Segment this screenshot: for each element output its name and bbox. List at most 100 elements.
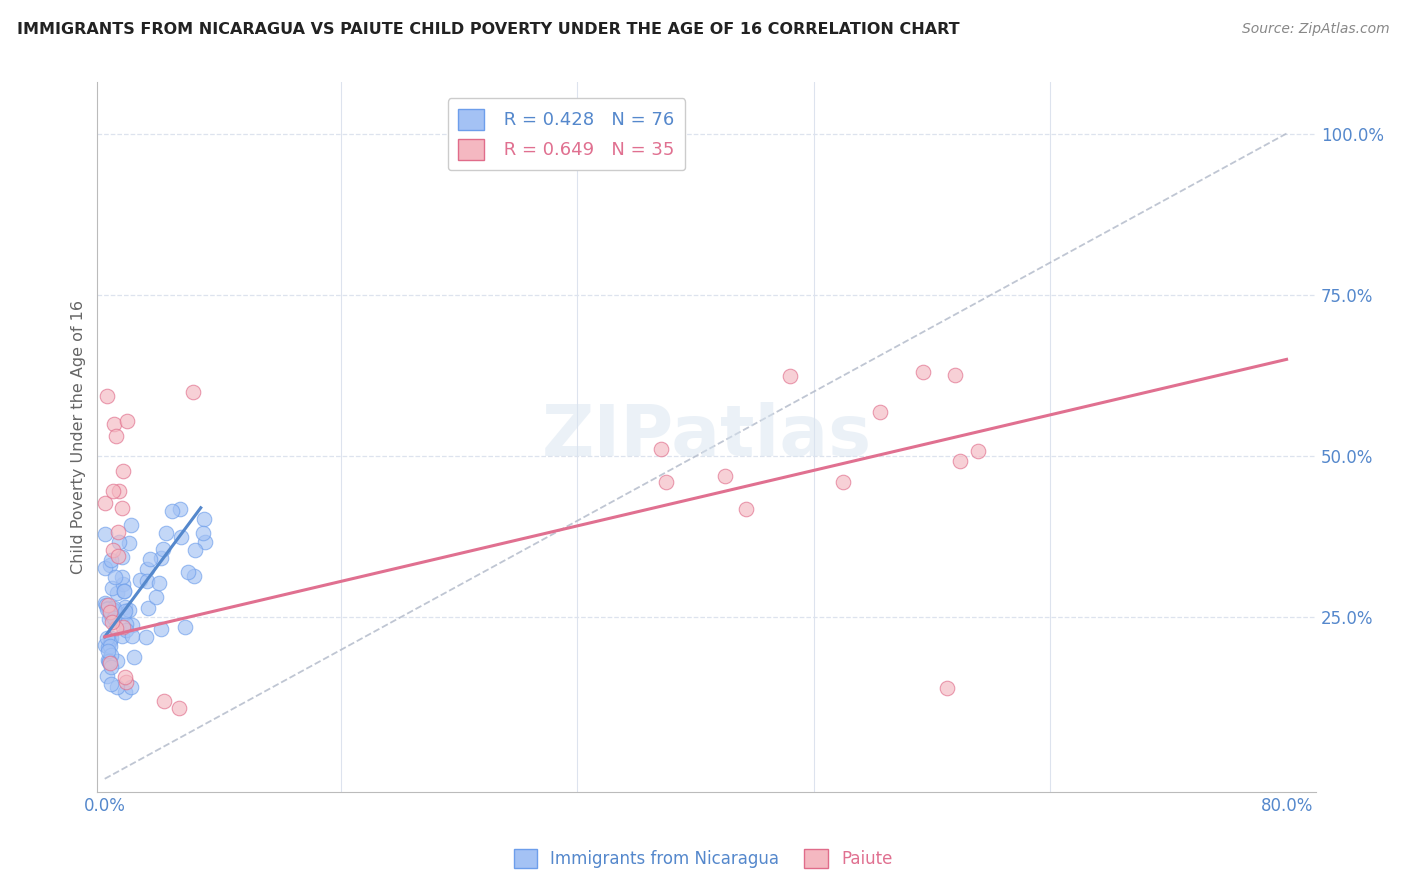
Point	[100, 615, 122, 630]
Point	[104, 570, 127, 584]
Point	[120, 681, 142, 695]
Point	[779, 369, 801, 384]
Point	[112, 607, 135, 621]
Point	[935, 681, 957, 696]
Text: Source: ZipAtlas.com: Source: ZipAtlas.com	[1241, 22, 1389, 37]
Point	[148, 575, 170, 590]
Point	[94, 526, 117, 541]
Point	[149, 622, 172, 636]
Point	[98, 655, 121, 669]
Point	[869, 405, 891, 419]
Point	[136, 600, 159, 615]
Point	[101, 581, 124, 595]
Point	[96, 389, 118, 403]
Point	[734, 502, 756, 516]
Point	[107, 680, 129, 694]
Point	[108, 534, 131, 549]
Point	[114, 670, 136, 684]
Point	[101, 602, 124, 616]
Point	[153, 694, 176, 708]
Point	[129, 574, 152, 588]
Point	[100, 648, 122, 662]
Point	[97, 643, 120, 657]
Point	[114, 617, 136, 632]
Point	[714, 468, 737, 483]
Point	[94, 596, 117, 610]
Point	[100, 552, 122, 566]
Point	[105, 585, 128, 599]
Point	[121, 618, 143, 632]
Point	[98, 656, 121, 670]
Point	[155, 526, 177, 541]
Point	[98, 558, 121, 573]
Legend: Immigrants from Nicaragua, Paiute: Immigrants from Nicaragua, Paiute	[508, 842, 898, 875]
Point	[115, 623, 138, 637]
Point	[104, 428, 127, 442]
Point	[135, 630, 157, 644]
Point	[112, 584, 135, 599]
Point	[97, 640, 120, 654]
Point	[193, 511, 215, 525]
Point	[98, 605, 121, 619]
Point	[111, 501, 134, 516]
Point	[655, 475, 678, 489]
Point	[114, 604, 136, 618]
Point	[174, 619, 197, 633]
Point	[98, 633, 121, 648]
Text: ZIPatlas: ZIPatlas	[541, 402, 872, 471]
Point	[169, 502, 191, 516]
Point	[105, 621, 128, 635]
Point	[118, 535, 141, 549]
Text: IMMIGRANTS FROM NICARAGUA VS PAIUTE CHILD POVERTY UNDER THE AGE OF 16 CORRELATIO: IMMIGRANTS FROM NICARAGUA VS PAIUTE CHIL…	[17, 22, 959, 37]
Point	[139, 552, 162, 566]
Point	[120, 518, 142, 533]
Point	[96, 631, 118, 645]
Point	[112, 583, 135, 598]
Point	[911, 365, 934, 379]
Point	[111, 629, 134, 643]
Point	[121, 629, 143, 643]
Point	[966, 444, 988, 458]
Point	[103, 610, 125, 624]
Point	[118, 603, 141, 617]
Point	[160, 504, 183, 518]
Point	[194, 535, 217, 549]
Point	[97, 601, 120, 615]
Point	[103, 603, 125, 617]
Point	[100, 677, 122, 691]
Point	[101, 484, 124, 499]
Y-axis label: Child Poverty Under the Age of 16: Child Poverty Under the Age of 16	[72, 300, 86, 574]
Point	[107, 549, 129, 564]
Point	[107, 525, 129, 540]
Point	[115, 414, 138, 428]
Point	[96, 669, 118, 683]
Point	[94, 496, 117, 510]
Point	[98, 654, 121, 668]
Point	[111, 577, 134, 591]
Point	[105, 654, 128, 668]
Point	[108, 483, 131, 498]
Point	[96, 601, 118, 615]
Point	[183, 543, 205, 558]
Point	[111, 550, 134, 565]
Legend:  R = 0.428   N = 76,  R = 0.649   N = 35: R = 0.428 N = 76, R = 0.649 N = 35	[447, 98, 685, 170]
Point	[111, 620, 134, 634]
Point	[94, 561, 117, 575]
Point	[943, 368, 966, 383]
Point	[101, 613, 124, 627]
Point	[96, 598, 118, 612]
Point	[177, 565, 200, 579]
Point	[183, 384, 205, 399]
Point	[97, 611, 120, 625]
Point	[167, 701, 190, 715]
Point	[103, 601, 125, 615]
Point	[152, 542, 174, 557]
Point	[103, 417, 125, 432]
Point	[150, 551, 173, 566]
Point	[832, 475, 855, 489]
Point	[97, 598, 120, 612]
Point	[135, 574, 157, 589]
Point	[101, 543, 124, 558]
Point	[98, 640, 121, 654]
Point	[193, 525, 215, 540]
